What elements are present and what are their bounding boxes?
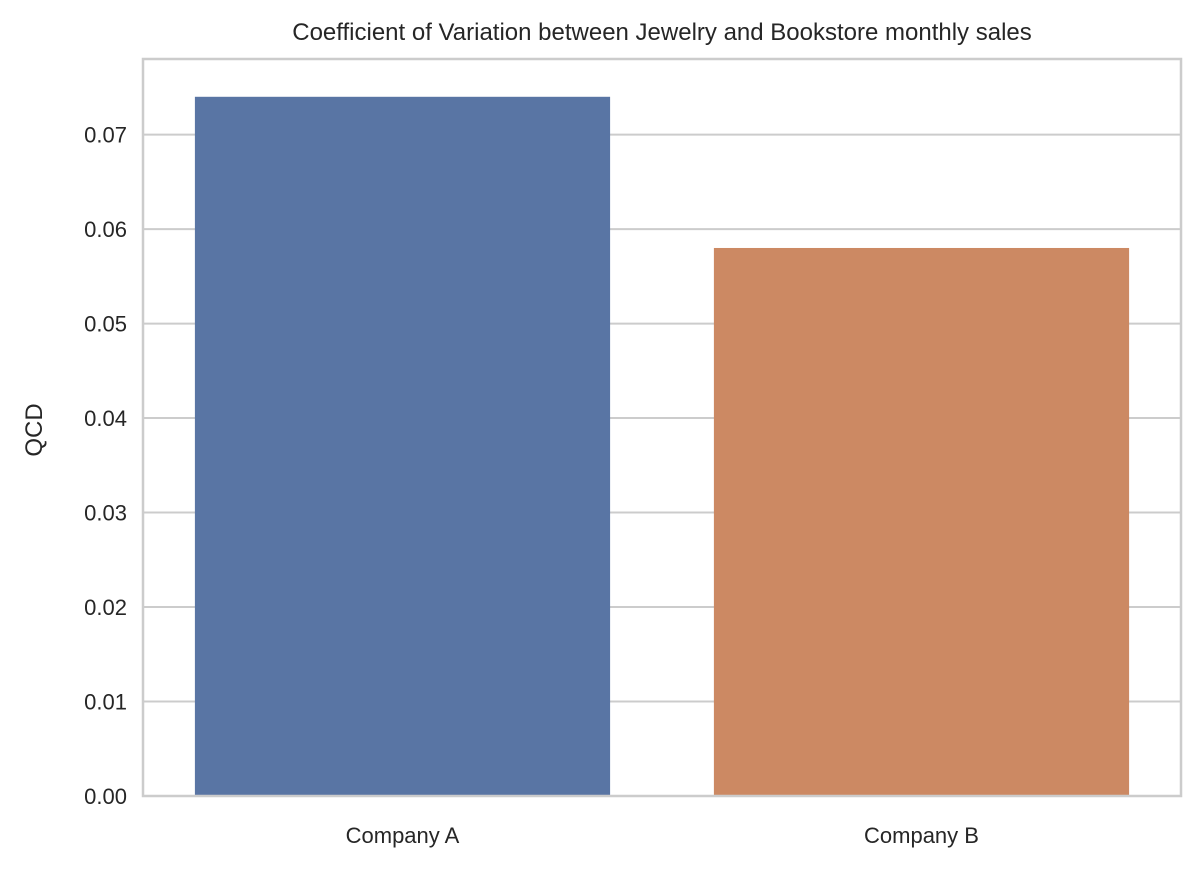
y-tick-label: 0.03 [84,501,127,526]
x-tick-labels: Company A Company B [346,823,979,848]
chart-title: Coefficient of Variation between Jewelry… [292,19,1032,46]
plot-frame [141,57,1183,798]
bar-company-b [713,247,1130,796]
y-tick-label: 0.07 [84,123,127,148]
y-tick-labels: 0.00 0.01 0.02 0.03 0.04 0.05 0.06 0.07 [84,123,127,809]
y-axis-label: QCD [21,403,48,456]
bars [194,96,1130,797]
y-tick-label: 0.00 [84,784,127,809]
y-tick-label: 0.04 [84,406,127,431]
y-tick-label: 0.06 [84,217,127,242]
bar-company-a [194,96,611,797]
x-tick-label: Company B [864,823,979,848]
y-tick-label: 0.01 [84,690,127,715]
y-tick-label: 0.02 [84,595,127,620]
x-tick-label: Company A [346,823,460,848]
y-tick-label: 0.05 [84,312,127,337]
